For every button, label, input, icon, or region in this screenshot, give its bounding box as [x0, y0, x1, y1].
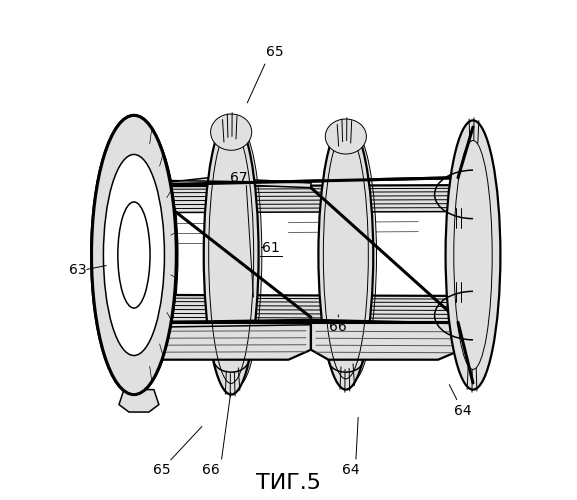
Ellipse shape — [92, 116, 177, 394]
Ellipse shape — [327, 128, 377, 382]
Text: 66: 66 — [329, 320, 347, 334]
Text: 64: 64 — [454, 404, 472, 417]
Text: 61: 61 — [262, 240, 280, 254]
Polygon shape — [139, 185, 448, 212]
Polygon shape — [134, 178, 458, 322]
Polygon shape — [139, 295, 448, 322]
Text: ΤИГ.5: ΤИГ.5 — [256, 474, 321, 494]
Ellipse shape — [211, 114, 252, 150]
Ellipse shape — [212, 124, 262, 386]
Polygon shape — [141, 320, 311, 360]
Ellipse shape — [118, 202, 150, 308]
Ellipse shape — [106, 126, 178, 384]
Ellipse shape — [118, 202, 150, 308]
Text: 65: 65 — [266, 44, 283, 59]
Text: 63: 63 — [69, 263, 87, 277]
Polygon shape — [311, 320, 458, 360]
Polygon shape — [119, 390, 159, 412]
Text: 64: 64 — [342, 464, 359, 477]
Polygon shape — [141, 178, 311, 188]
Text: 67: 67 — [230, 170, 248, 184]
Ellipse shape — [319, 120, 373, 390]
Ellipse shape — [106, 126, 178, 384]
Polygon shape — [141, 185, 311, 322]
Ellipse shape — [325, 119, 366, 154]
Text: 65: 65 — [152, 464, 170, 477]
Text: 66: 66 — [203, 464, 220, 477]
Ellipse shape — [459, 127, 497, 383]
Ellipse shape — [204, 116, 258, 394]
Ellipse shape — [445, 120, 500, 390]
Ellipse shape — [103, 154, 164, 356]
Ellipse shape — [92, 116, 177, 394]
Ellipse shape — [103, 154, 164, 356]
